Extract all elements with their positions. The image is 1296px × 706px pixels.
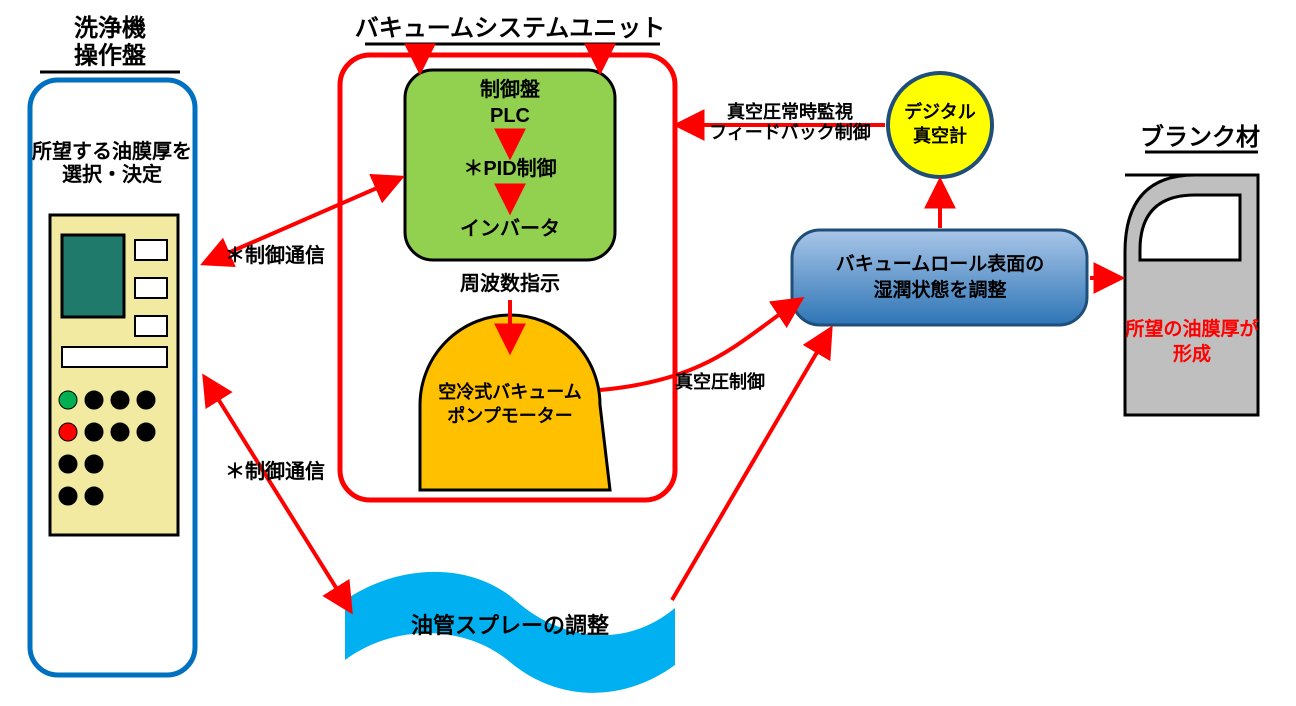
screen (62, 235, 124, 317)
label-vac-ctrl: 真空圧制御 (675, 371, 765, 392)
label-ctrl-top: ＊制御通信 (225, 243, 325, 267)
panel-select-label: 所望する油膜厚を選択・決定 (32, 139, 192, 186)
label-feedback: 真空圧常時監視フィードバック制御 (709, 101, 871, 143)
door-text: 所望の油膜厚が (1125, 317, 1258, 340)
arrow-panel-spray (205, 378, 350, 610)
roll-line: バキュームロール表面の (836, 252, 1044, 275)
control-console (50, 215, 178, 535)
gauge-line: デジタル (904, 101, 976, 122)
title-panel: 洗浄機操作盤 (74, 14, 147, 70)
title-vacuum-unit: バキュームシステムユニット (355, 15, 666, 42)
plc-line: インバータ (460, 217, 560, 240)
freq-label: 周波数指示 (460, 271, 560, 295)
pump-line: ポンプモーター (447, 405, 572, 426)
roll-line: 湿潤状態を調整 (873, 278, 1006, 301)
gauge (888, 73, 992, 177)
plc-line: 制御盤 (480, 77, 541, 101)
arrow-spray-to-roll (672, 330, 830, 600)
door-text: 形成 (1173, 342, 1211, 365)
roll-box (792, 230, 1087, 325)
plc-line: PLC (490, 105, 530, 127)
pump-shape (420, 315, 610, 490)
spray-label: 油管スプレーの調整 (411, 613, 609, 638)
title-blank: ブランク材 (1140, 123, 1260, 151)
pump-line: 空冷式バキューム (438, 381, 581, 402)
label-ctrl-bot: ＊制御通信 (225, 459, 325, 483)
gauge-line: 真空計 (913, 125, 967, 146)
plc-line: ＊PID制御 (463, 156, 556, 180)
